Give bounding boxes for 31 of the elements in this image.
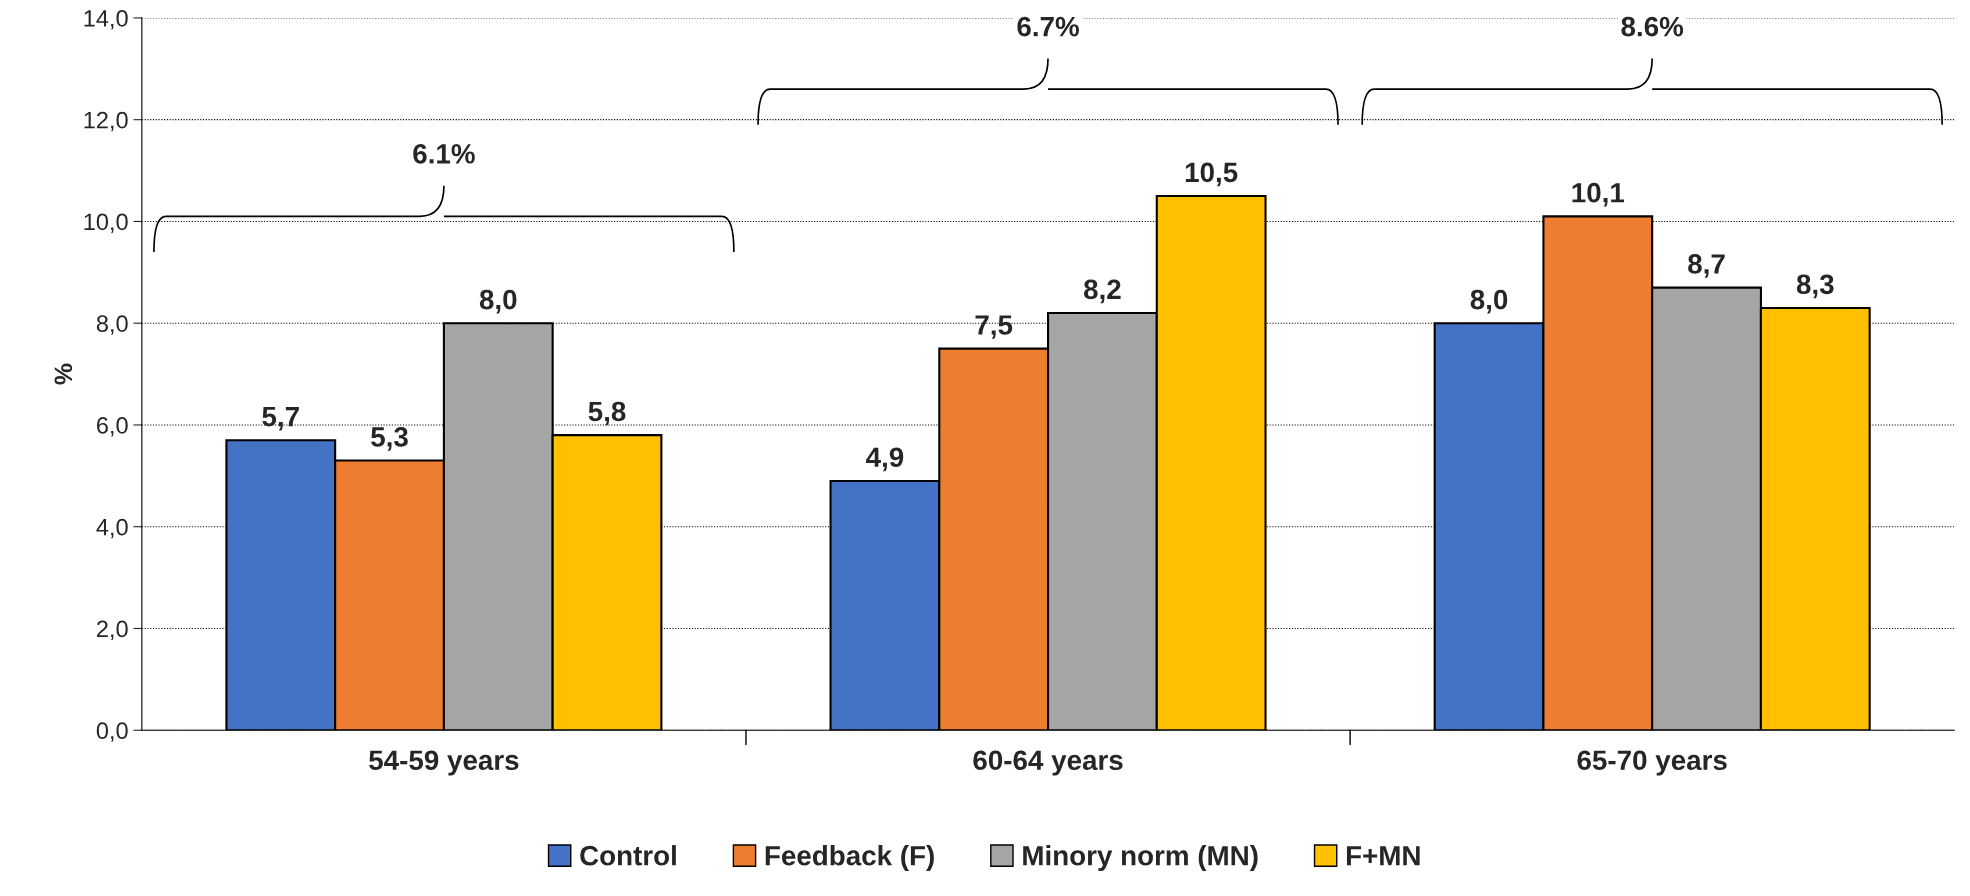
- data-label: 5,7: [262, 407, 299, 431]
- data-label: 10,5: [1185, 162, 1238, 187]
- data-label: 10,1: [1572, 182, 1625, 207]
- data-label: 8,0: [479, 289, 517, 314]
- y-tick-label: 8,0: [96, 315, 128, 335]
- legend-label: Minory norm (MN): [1023, 845, 1258, 871]
- data-label: 8,3: [1796, 274, 1834, 299]
- data-label: 8,7: [1688, 254, 1725, 278]
- y-tick-label: 2,0: [97, 620, 128, 641]
- annotation: 6.1%: [413, 144, 475, 164]
- y-tick-label: 14,0: [84, 9, 128, 30]
- x-tick-label: 60-64 years: [973, 750, 1123, 776]
- y-tick-label: 10,0: [84, 213, 128, 234]
- data-label: 5,3: [371, 427, 408, 451]
- legend-label: Control: [580, 845, 676, 866]
- data-label: 4,9: [866, 447, 904, 472]
- legend-label: Feedback (F): [765, 845, 934, 871]
- data-label: 5,8: [588, 401, 626, 426]
- data-label: 8,2: [1083, 279, 1121, 304]
- x-tick-label: 65-70 years: [1577, 750, 1727, 776]
- x-tick-label: 54-59 years: [369, 750, 519, 776]
- y-axis-title: %: [54, 363, 73, 385]
- legend-label: F+MN: [1346, 846, 1420, 866]
- y-tick-label: 0,0: [96, 722, 128, 742]
- y-tick-label: 4,0: [96, 518, 128, 539]
- annotation: 6.7%: [1017, 16, 1079, 37]
- data-label: 8,0: [1470, 289, 1508, 314]
- y-tick-label: 12,0: [84, 111, 128, 132]
- annotation: 8.6%: [1621, 16, 1684, 37]
- y-tick-label: 6,0: [97, 417, 128, 437]
- data-label: 7,5: [975, 315, 1013, 339]
